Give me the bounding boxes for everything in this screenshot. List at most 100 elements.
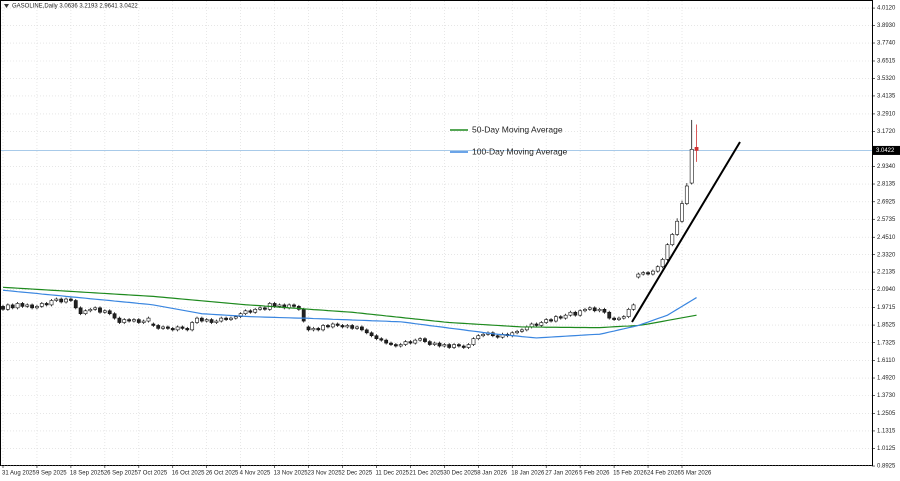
price-label-box [873,145,900,155]
candle-body [495,335,500,338]
x-tick-label: 2 Dec 2025 [342,471,373,477]
candle-body [660,259,665,268]
candle-body [258,307,262,310]
candle-body [456,344,461,347]
candle-body [432,342,437,345]
y-tick-label: 0.8925 [877,464,896,470]
candle-body [219,317,224,322]
candle-body [423,338,427,342]
candle-body [481,333,486,337]
candle-body [534,323,539,326]
candle-body [102,310,107,313]
candle-body [573,311,578,316]
candle-body [311,328,316,331]
x-tick-label: 30 Dec 2025 [443,471,478,477]
x-tick-label: 7 Oct 2025 [138,471,168,477]
candle-body [466,344,471,348]
candle-body [670,234,675,246]
y-tick-label: 2.2135 [877,270,896,276]
y-tick-label: 2.9340 [877,164,896,170]
candle-body [384,339,389,344]
x-tick-label: 15 Feb 2026 [613,471,647,477]
candle-body [292,304,296,307]
candle-body [107,310,112,315]
y-tick-label: 3.8930 [877,23,896,29]
candle-body [379,338,384,341]
title-icon [4,4,9,8]
candle-body [549,319,553,322]
candle-body [44,303,49,306]
y-tick-label: 2.6925 [877,199,896,205]
x-tick-label: 21 Dec 2025 [409,471,444,477]
candle-body [73,300,78,309]
x-tick-label: 24 Feb 2026 [647,471,681,477]
candle-body [156,325,161,329]
candle-body [1,306,5,310]
x-tick-label: 23 Nov 2025 [308,471,343,477]
candle-body [350,325,355,329]
candle-body [151,323,156,326]
y-tick-label: 1.1315 [877,429,896,435]
y-tick-label: 3.4135 [877,94,896,100]
candle-body [78,307,83,315]
y-tick-label: 2.0940 [877,287,896,293]
candle-body [374,335,379,339]
candle-body [54,298,59,301]
candle-body [539,322,544,326]
candle-body [98,307,102,313]
candle-body [170,328,175,331]
candle-body [316,328,321,331]
candle-body [224,317,229,320]
candle-body [364,329,369,334]
candle-body [476,335,481,339]
candle-body [272,303,277,307]
y-tick-label: 1.2505 [877,411,896,417]
y-tick-label: 3.7740 [877,41,896,47]
candle-body [636,273,641,278]
candle-body [684,185,689,204]
candle-body [345,325,350,328]
legend-label: 50-Day Moving Average [472,124,563,134]
marks [1,119,699,349]
candle-body [340,325,345,328]
candle-body [359,326,364,331]
candle-body [568,311,573,316]
candle-body [301,309,306,322]
candle-body [127,319,132,322]
candle-body [655,266,660,272]
candle-body [306,326,311,331]
candle-body [680,203,684,222]
candle-body [626,309,631,317]
moving-average-line [2,289,697,339]
candle-body [389,342,393,345]
candle-body [204,319,209,322]
candle-body [694,147,699,151]
x-tick-label: 5 Mar 2026 [681,471,712,477]
y-tick-label: 1.4920 [877,376,896,382]
candle-body [15,303,20,309]
x-tick-label: 9 Sep 2025 [36,471,67,477]
candle-body [592,307,597,312]
y-tick-label: 2.8135 [877,182,896,188]
candle-body [229,317,233,320]
y-tick-label: 1.7325 [877,340,896,346]
candle-body [49,300,54,306]
candle-body [35,306,39,309]
y-tick-label: 3.2910 [877,111,896,117]
moving-average-line [2,286,697,329]
candle-body [136,319,141,323]
candle-body [558,316,563,319]
x-tick-label: 8 Jan 2026 [477,471,507,477]
candle-body [59,298,64,303]
x-tick-label: 11 Dec 2025 [375,471,409,477]
candle-body [117,317,122,323]
candle-body [617,317,621,320]
candle-body [335,323,340,326]
candle-body [39,303,44,307]
candle-body [185,328,190,331]
candle-body [10,304,15,309]
candle-body [413,339,418,344]
candle-body [321,325,326,331]
candle-body [544,319,549,323]
